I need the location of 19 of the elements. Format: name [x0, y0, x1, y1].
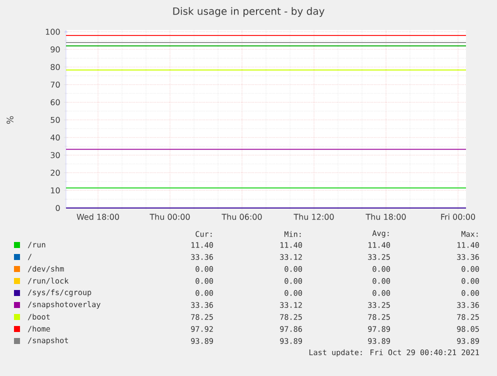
y-tick-label: 50 — [50, 116, 60, 123]
y-tick-label: 80 — [50, 64, 60, 70]
y-axis-title: % — [6, 116, 14, 124]
y-tick-label: 10 — [51, 187, 60, 194]
x-tick-label: Fri 00:00 — [441, 214, 476, 220]
y-tick-label: 60 — [50, 99, 60, 106]
y-tick-label: 70 — [50, 82, 60, 88]
x-tick-label: Thu 12:00 — [294, 214, 334, 220]
x-tick-label: Thu 00:00 — [150, 214, 190, 220]
y-tick-label: 20 — [50, 170, 60, 176]
x-tick-label: Thu 18:00 — [366, 214, 406, 220]
y-tick-label: 0 — [56, 204, 60, 212]
y-tick-label: 100 — [46, 28, 60, 35]
x-tick-label: Wed 18:00 — [76, 214, 119, 220]
x-tick-label: Thu 06:00 — [222, 214, 262, 220]
y-tick-label: 90 — [50, 46, 60, 52]
chart-title: Disk usage in percent - by day — [173, 7, 324, 17]
y-tick-label: 30 — [50, 152, 60, 158]
y-tick-label: 40 — [50, 134, 60, 141]
